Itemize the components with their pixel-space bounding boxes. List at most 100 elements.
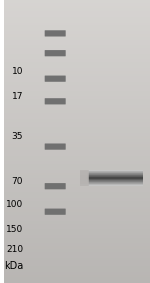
Bar	[4, 20, 150, 23]
Bar	[4, 99, 150, 102]
Bar	[4, 25, 150, 28]
Bar	[80, 178, 143, 179]
Bar	[4, 48, 150, 51]
FancyBboxPatch shape	[45, 76, 66, 82]
Bar	[80, 176, 143, 177]
Bar	[80, 177, 143, 178]
Bar	[4, 65, 150, 68]
Bar	[4, 102, 150, 105]
Bar	[4, 91, 150, 93]
Bar	[80, 172, 143, 173]
Bar	[4, 156, 150, 158]
Bar	[4, 3, 150, 6]
Bar	[4, 272, 150, 275]
Bar	[4, 260, 150, 263]
Bar	[80, 170, 89, 186]
Bar	[4, 51, 150, 54]
Bar	[4, 198, 150, 201]
Bar	[4, 116, 150, 119]
Bar	[4, 187, 150, 190]
Bar	[4, 153, 150, 156]
Bar	[4, 62, 150, 65]
Bar	[4, 238, 150, 241]
Bar	[80, 170, 83, 186]
Bar	[80, 170, 85, 186]
Text: 100: 100	[6, 200, 23, 209]
Bar	[4, 201, 150, 204]
Bar	[4, 85, 150, 88]
Bar	[4, 0, 150, 3]
Bar	[4, 57, 150, 59]
Bar	[4, 229, 150, 232]
Bar	[4, 175, 150, 178]
Bar	[4, 241, 150, 243]
Bar	[4, 209, 150, 212]
Bar	[4, 74, 150, 76]
Bar	[4, 31, 150, 34]
Bar	[4, 93, 150, 96]
Bar	[4, 221, 150, 224]
Bar	[80, 170, 84, 186]
Bar	[4, 133, 150, 136]
Bar	[80, 170, 88, 186]
Bar	[4, 45, 150, 48]
Bar	[80, 170, 86, 186]
Bar	[4, 167, 150, 170]
Bar	[4, 263, 150, 266]
Bar	[4, 40, 150, 42]
Bar	[4, 142, 150, 144]
Bar	[80, 180, 143, 181]
Bar	[80, 179, 143, 180]
Bar	[80, 170, 87, 186]
Bar	[4, 125, 150, 127]
FancyBboxPatch shape	[45, 209, 66, 215]
Text: 210: 210	[6, 245, 23, 254]
Bar	[4, 258, 150, 260]
Text: 35: 35	[12, 132, 23, 141]
Bar	[4, 136, 150, 139]
Bar	[4, 243, 150, 246]
Bar	[80, 170, 88, 186]
Bar	[4, 88, 150, 91]
FancyBboxPatch shape	[45, 183, 66, 189]
Bar	[4, 144, 150, 147]
Bar	[4, 255, 150, 258]
Bar	[4, 76, 150, 79]
Bar	[80, 170, 82, 186]
Bar	[80, 171, 143, 172]
Bar	[4, 42, 150, 45]
Text: 10: 10	[12, 67, 23, 76]
Bar	[80, 170, 82, 186]
Bar	[4, 207, 150, 209]
Bar	[4, 170, 150, 173]
Bar	[80, 181, 143, 182]
Bar	[4, 235, 150, 238]
Bar	[4, 96, 150, 99]
Bar	[4, 195, 150, 198]
Bar	[4, 212, 150, 215]
Bar	[4, 11, 150, 14]
Bar	[4, 181, 150, 184]
Bar	[80, 170, 85, 186]
Bar	[4, 173, 150, 175]
Bar	[4, 147, 150, 150]
FancyBboxPatch shape	[45, 30, 66, 37]
FancyBboxPatch shape	[45, 50, 66, 56]
Bar	[4, 266, 150, 269]
Bar	[4, 110, 150, 113]
Bar	[4, 68, 150, 71]
Bar	[4, 190, 150, 192]
Bar	[4, 130, 150, 133]
Text: 70: 70	[12, 177, 23, 186]
Bar	[4, 178, 150, 181]
Bar	[80, 184, 143, 185]
Bar	[4, 252, 150, 255]
Bar	[4, 277, 150, 280]
Bar	[4, 119, 150, 122]
FancyBboxPatch shape	[45, 143, 66, 150]
Text: 17: 17	[12, 92, 23, 101]
Bar	[4, 226, 150, 229]
Bar	[4, 28, 150, 31]
Bar	[4, 23, 150, 25]
Bar	[4, 127, 150, 130]
